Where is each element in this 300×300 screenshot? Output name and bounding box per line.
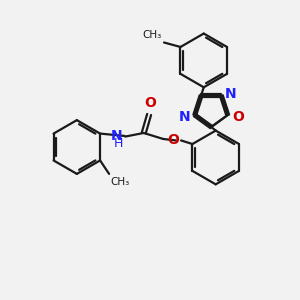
Text: O: O bbox=[232, 110, 244, 124]
Text: O: O bbox=[167, 133, 179, 147]
Text: CH₃: CH₃ bbox=[111, 178, 130, 188]
Text: N: N bbox=[179, 110, 190, 124]
Text: H: H bbox=[113, 136, 123, 150]
Text: N: N bbox=[225, 87, 237, 101]
Text: O: O bbox=[144, 96, 156, 110]
Text: CH₃: CH₃ bbox=[142, 30, 162, 40]
Text: N: N bbox=[111, 129, 123, 143]
